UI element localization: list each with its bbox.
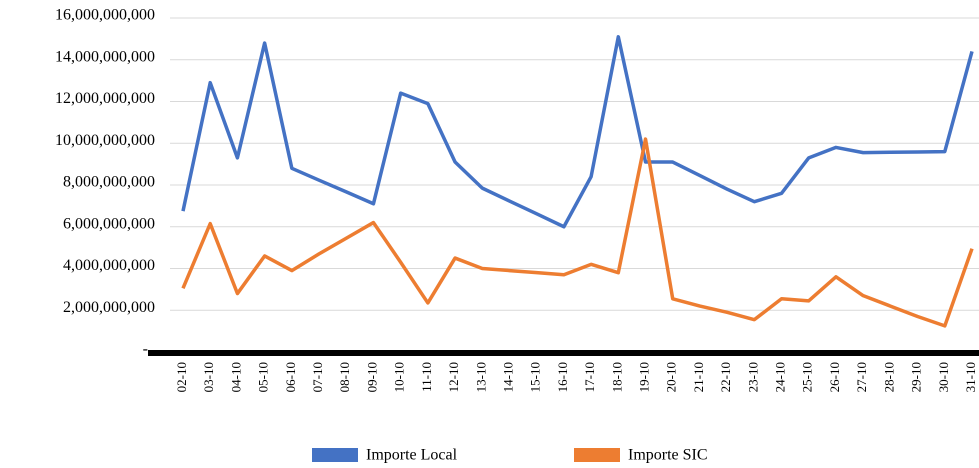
y-tick-label: 14,000,000,000 <box>55 48 155 65</box>
x-tick-label: 16-10 <box>555 362 570 392</box>
legend-label: Importe SIC <box>628 447 708 464</box>
y-tick-label: 8,000,000,000 <box>63 174 155 191</box>
x-tick-label: 05-10 <box>256 362 271 392</box>
x-tick-label: 06-10 <box>283 362 298 392</box>
y-tick-label: 12,000,000,000 <box>55 90 155 107</box>
x-tick-label: 02-10 <box>174 362 189 392</box>
x-tick-label: 04-10 <box>228 362 243 392</box>
x-tick-label: 08-10 <box>337 362 352 392</box>
x-tick-label: 22-10 <box>718 362 733 392</box>
y-tick-label: 4,000,000,000 <box>63 257 155 274</box>
x-tick-label: 30-10 <box>936 362 951 392</box>
x-tick-label: 24-10 <box>773 362 788 392</box>
x-tick-label: 31-10 <box>963 362 978 392</box>
x-tick-label: 19-10 <box>637 362 652 392</box>
legend-label: Importe Local <box>366 447 458 464</box>
x-tick-label: 10-10 <box>392 362 407 392</box>
x-tick-label: 26-10 <box>827 362 842 392</box>
x-tick-label: 03-10 <box>201 362 216 392</box>
y-tick-label: 16,000,000,000 <box>55 7 155 24</box>
y-tick-label: 10,000,000,000 <box>55 132 155 149</box>
y-tick-label: 6,000,000,000 <box>63 215 155 232</box>
x-tick-label: 18-10 <box>609 362 624 392</box>
x-tick-label: 29-10 <box>909 362 924 392</box>
series-line <box>181 137 974 328</box>
x-tick-label: 07-10 <box>310 362 325 392</box>
x-tick-label: 25-10 <box>800 362 815 392</box>
legend-swatch <box>574 448 620 462</box>
x-tick-label: 27-10 <box>854 362 869 392</box>
x-tick-label: 17-10 <box>582 362 597 392</box>
x-tick-label: 15-10 <box>528 362 543 392</box>
x-tick-label: 13-10 <box>473 362 488 392</box>
x-tick-label: 14-10 <box>500 362 515 392</box>
y-tick-label: - <box>143 341 148 358</box>
x-tick-label: 12-10 <box>446 362 461 392</box>
x-tick-label: 20-10 <box>664 362 679 392</box>
x-tick-label: 23-10 <box>745 362 760 392</box>
x-tick-label: 11-10 <box>419 362 434 392</box>
x-tick-label: 28-10 <box>881 362 896 392</box>
legend-swatch <box>312 448 358 462</box>
x-tick-label: 09-10 <box>364 362 379 392</box>
x-tick-label: 21-10 <box>691 362 706 392</box>
series-line <box>181 35 974 229</box>
y-tick-label: 2,000,000,000 <box>63 299 155 316</box>
